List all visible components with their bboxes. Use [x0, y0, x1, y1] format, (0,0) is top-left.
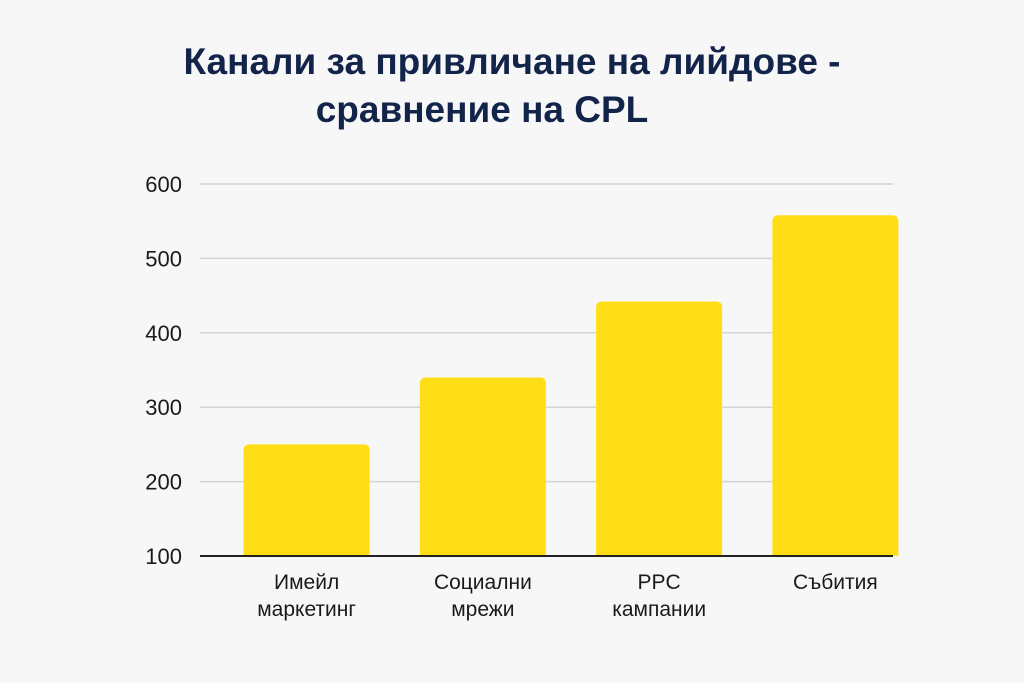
x-category-label-line: мрежи [451, 598, 514, 621]
x-category-label-line: PPC [638, 571, 681, 594]
chart-title: Канали за привличане на лийдове - сравне… [0, 38, 1024, 134]
bar [596, 301, 723, 556]
x-category-label-line: Събития [793, 571, 878, 594]
bar [419, 377, 546, 556]
x-axis-labels: Имейл маркетинг Социални мрежи PPC кампании Съ… [257, 571, 878, 621]
y-tick-label: 300 [145, 395, 182, 420]
x-category-label-line: маркетинг [257, 598, 356, 621]
y-tick-label: 400 [145, 321, 182, 346]
y-tick-label: 200 [145, 470, 182, 495]
x-category-label-line: Социални [434, 571, 532, 594]
x-category-label-line: кампании [612, 598, 706, 621]
chart-title-line-1: Канали за привличане на лийдове - [183, 41, 841, 82]
x-category-label: Имейл маркетинг [257, 571, 356, 621]
y-tick-label: 600 [145, 172, 182, 197]
x-category-label-line: Имейл [274, 571, 339, 594]
chart-title-line-2: сравнение на CPL [315, 89, 649, 130]
bar [243, 444, 370, 556]
y-tick-label: 500 [145, 246, 182, 271]
x-category-label: PPC кампании [612, 571, 706, 621]
y-tick-label: 100 [145, 544, 182, 569]
x-category-label: Събития [793, 571, 878, 594]
bars [243, 215, 899, 557]
x-category-label: Социални мрежи [434, 571, 532, 621]
bar [772, 215, 899, 557]
y-axis-ticks: 100 200 300 400 500 600 [145, 172, 182, 569]
